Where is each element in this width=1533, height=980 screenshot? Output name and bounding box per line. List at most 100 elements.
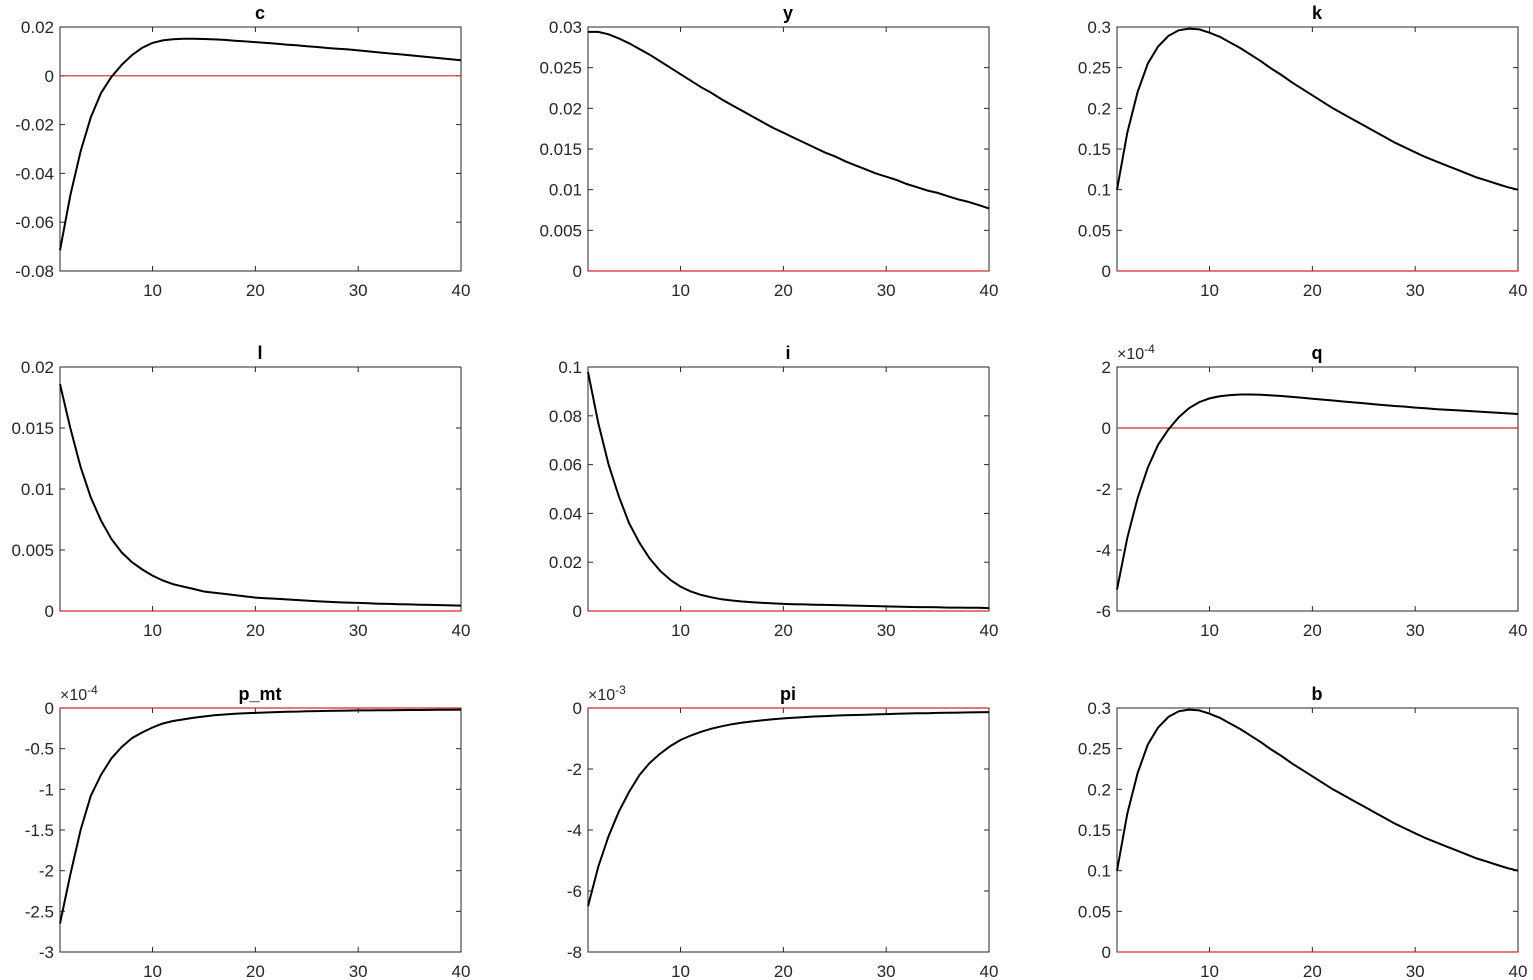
impulse-response-line bbox=[59, 708, 462, 924]
x-tick-label: 20 bbox=[774, 621, 793, 640]
x-tick-label: 20 bbox=[246, 962, 265, 980]
y-tick-label: -6 bbox=[1096, 602, 1111, 621]
x-tick-label: 40 bbox=[980, 281, 999, 300]
y-tick-label: 0 bbox=[45, 699, 54, 718]
y-tick-label: -4 bbox=[567, 821, 582, 840]
y-tick-label: 0 bbox=[1102, 943, 1111, 962]
y-tick-label: -2 bbox=[1096, 480, 1111, 499]
subplot-y: y 10 20 30 40 0 0.005 0.01 0.015 0.02 0.025 0.03 bbox=[539, 3, 998, 300]
x-tick-label: 30 bbox=[877, 962, 896, 980]
axes-box bbox=[59, 26, 462, 272]
y-tick-label: -2 bbox=[39, 862, 54, 881]
axes-box bbox=[587, 707, 990, 953]
x-tick-label: 40 bbox=[1509, 962, 1528, 980]
y-tick-label: 0.04 bbox=[549, 504, 582, 523]
x-tick-label: 10 bbox=[143, 621, 162, 640]
y-tick-label: 0.15 bbox=[1078, 140, 1111, 159]
y-tick-label: 0 bbox=[1102, 419, 1111, 438]
impulse-response-line bbox=[1116, 708, 1519, 872]
y-tick-label: 0 bbox=[573, 602, 582, 621]
x-tick-label: 10 bbox=[1200, 621, 1219, 640]
y-tick-label: 0.05 bbox=[1078, 221, 1111, 240]
y-tick-label: 0.005 bbox=[539, 221, 582, 240]
subplot-p-mt: p_mt 10 20 30 40 -3 -2.5 -2 -1.5 -1 -0.5 0 ×10-4 bbox=[25, 683, 471, 980]
x-tick-label: 20 bbox=[246, 621, 265, 640]
subplot-title: p_mt bbox=[238, 684, 281, 704]
x-tick-label: 10 bbox=[1200, 281, 1219, 300]
x-tick-label: 30 bbox=[1406, 962, 1425, 980]
y-tick-label: 2 bbox=[1102, 358, 1111, 377]
subplot-k: k 10 20 30 40 0 0.05 0.1 0.15 0.2 0.25 0.3 bbox=[1078, 3, 1528, 300]
x-tick-label: 10 bbox=[671, 621, 690, 640]
x-tick-label: 40 bbox=[452, 962, 471, 980]
y-tick-label: -1 bbox=[39, 780, 54, 799]
impulse-response-line bbox=[59, 37, 462, 251]
subplot-title: y bbox=[783, 3, 793, 23]
y-tick-label: 0.005 bbox=[11, 541, 54, 560]
y-tick-label: 0.15 bbox=[1078, 821, 1111, 840]
subplot-title: k bbox=[1312, 3, 1323, 23]
subplot-c: c 10 20 30 40 -0.08 -0.06 -0.04 -0.02 0 0.02 bbox=[15, 3, 470, 300]
impulse-response-line bbox=[59, 383, 462, 607]
x-tick-label: 30 bbox=[349, 962, 368, 980]
x-tick-label: 30 bbox=[349, 621, 368, 640]
axes-box bbox=[59, 366, 462, 612]
x-tick-label: 10 bbox=[671, 962, 690, 980]
y-axis-exponent: ×10-4 bbox=[1117, 342, 1155, 363]
subplot-title: c bbox=[255, 3, 265, 23]
y-tick-label: 0.02 bbox=[21, 358, 54, 377]
axes-box bbox=[587, 26, 990, 272]
y-tick-label: 0.01 bbox=[21, 480, 54, 499]
x-tick-label: 20 bbox=[1303, 281, 1322, 300]
subplot-title: i bbox=[785, 343, 790, 363]
subplot-b: b 10 20 30 40 0 0.05 0.1 0.15 0.2 0.25 0.3 bbox=[1078, 684, 1528, 980]
y-tick-label: 0.2 bbox=[1087, 99, 1111, 118]
axes-box bbox=[1116, 366, 1519, 612]
x-tick-label: 10 bbox=[671, 281, 690, 300]
axes-box bbox=[1116, 707, 1519, 953]
x-tick-label: 20 bbox=[774, 281, 793, 300]
impulse-response-line bbox=[587, 711, 990, 907]
y-tick-label: 0 bbox=[573, 699, 582, 718]
y-tick-label: -0.5 bbox=[25, 740, 54, 759]
x-tick-label: 20 bbox=[246, 281, 265, 300]
x-tick-label: 40 bbox=[452, 281, 471, 300]
y-tick-label: 0.03 bbox=[549, 18, 582, 37]
y-tick-label: 0.25 bbox=[1078, 740, 1111, 759]
y-tick-label: -2.5 bbox=[25, 902, 54, 921]
y-axis-exponent: ×10-3 bbox=[588, 683, 626, 704]
axes-box bbox=[587, 366, 990, 612]
y-axis-exponent: ×10-4 bbox=[60, 683, 98, 704]
x-tick-label: 10 bbox=[143, 962, 162, 980]
y-tick-label: -0.02 bbox=[15, 116, 54, 135]
x-tick-label: 30 bbox=[349, 281, 368, 300]
y-tick-label: 0.1 bbox=[1087, 181, 1111, 200]
y-tick-label: 0.06 bbox=[549, 456, 582, 475]
impulse-response-line bbox=[1116, 27, 1519, 191]
x-tick-label: 20 bbox=[774, 962, 793, 980]
x-tick-label: 20 bbox=[1303, 621, 1322, 640]
y-tick-label: 0.25 bbox=[1078, 59, 1111, 78]
y-tick-label: 0 bbox=[573, 262, 582, 281]
y-tick-label: -2 bbox=[567, 760, 582, 779]
axes-box bbox=[1116, 26, 1519, 272]
y-tick-label: 0.02 bbox=[21, 18, 54, 37]
y-tick-label: 0.01 bbox=[549, 181, 582, 200]
x-tick-label: 40 bbox=[980, 621, 999, 640]
y-tick-label: 0.02 bbox=[549, 99, 582, 118]
y-tick-label: 0.015 bbox=[11, 419, 54, 438]
y-tick-label: -4 bbox=[1096, 541, 1111, 560]
y-tick-label: 0.025 bbox=[539, 59, 582, 78]
axes-box bbox=[59, 707, 462, 953]
subplot-title: q bbox=[1312, 343, 1323, 363]
y-tick-label: -0.08 bbox=[15, 262, 54, 281]
x-tick-label: 30 bbox=[1406, 281, 1425, 300]
y-tick-label: 0.3 bbox=[1087, 699, 1111, 718]
impulse-response-line bbox=[588, 30, 990, 210]
subplot-title: l bbox=[257, 343, 262, 363]
x-tick-label: 10 bbox=[1200, 962, 1219, 980]
x-tick-label: 30 bbox=[877, 281, 896, 300]
x-tick-label: 40 bbox=[452, 621, 471, 640]
subplot-q: q 10 20 30 40 -6 -4 -2 0 2 ×10-4 bbox=[1096, 342, 1528, 640]
